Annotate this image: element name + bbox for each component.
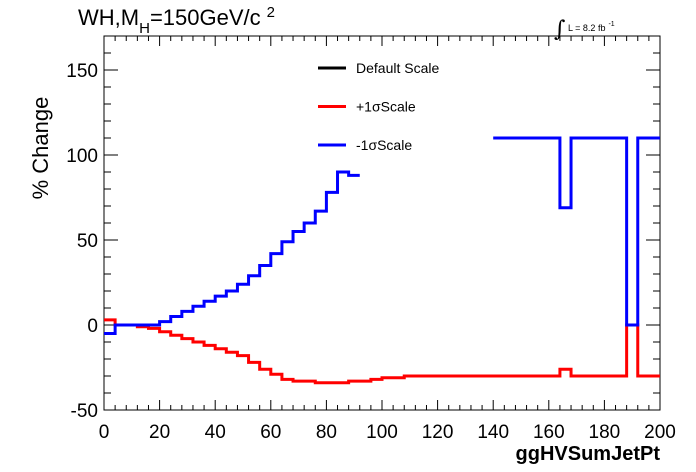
series-line-1 [104,318,660,385]
svg-text:L = 8.2 fb-1: L = 8.2 fb -1 [568,21,615,33]
x-axis-title: ggHVSumJetPt [516,443,661,465]
chart-title: WH,MH=150GeV/c 2 [78,4,275,37]
x-tick-label: 120 [422,422,454,443]
y-tick-label: 150 [66,61,98,82]
series-line-2 [104,136,660,335]
legend: Default Scale +1σScale -1σScale [318,60,439,153]
y-axis-title: % Change [28,97,53,200]
plot-frame [103,35,661,411]
y-tick-label: 100 [66,146,98,167]
series-lines [104,136,660,385]
y-tick-label: 0 [87,316,98,337]
x-tick-label: 160 [533,422,565,443]
x-tick-label: 180 [589,422,621,443]
x-tick-label: 60 [260,422,281,443]
x-tick-label: 40 [205,422,226,443]
x-tick-label: 80 [316,422,337,443]
x-tick-label: 140 [477,422,509,443]
x-tick-label: 100 [366,422,398,443]
x-tick-label: 0 [99,422,110,443]
x-tick-label: 20 [149,422,170,443]
y-tick-label: -50 [71,401,98,422]
integral-sign-icon: ∫ [554,17,566,42]
legend-label: -1σScale [356,137,412,153]
legend-label: Default Scale [356,60,439,76]
legend-label: +1σScale [356,99,416,115]
y-tick-label: 50 [77,231,98,252]
x-tick-label: 200 [644,422,676,443]
luminosity-label: ∫ L = 8.2 fb -1 [554,17,615,42]
